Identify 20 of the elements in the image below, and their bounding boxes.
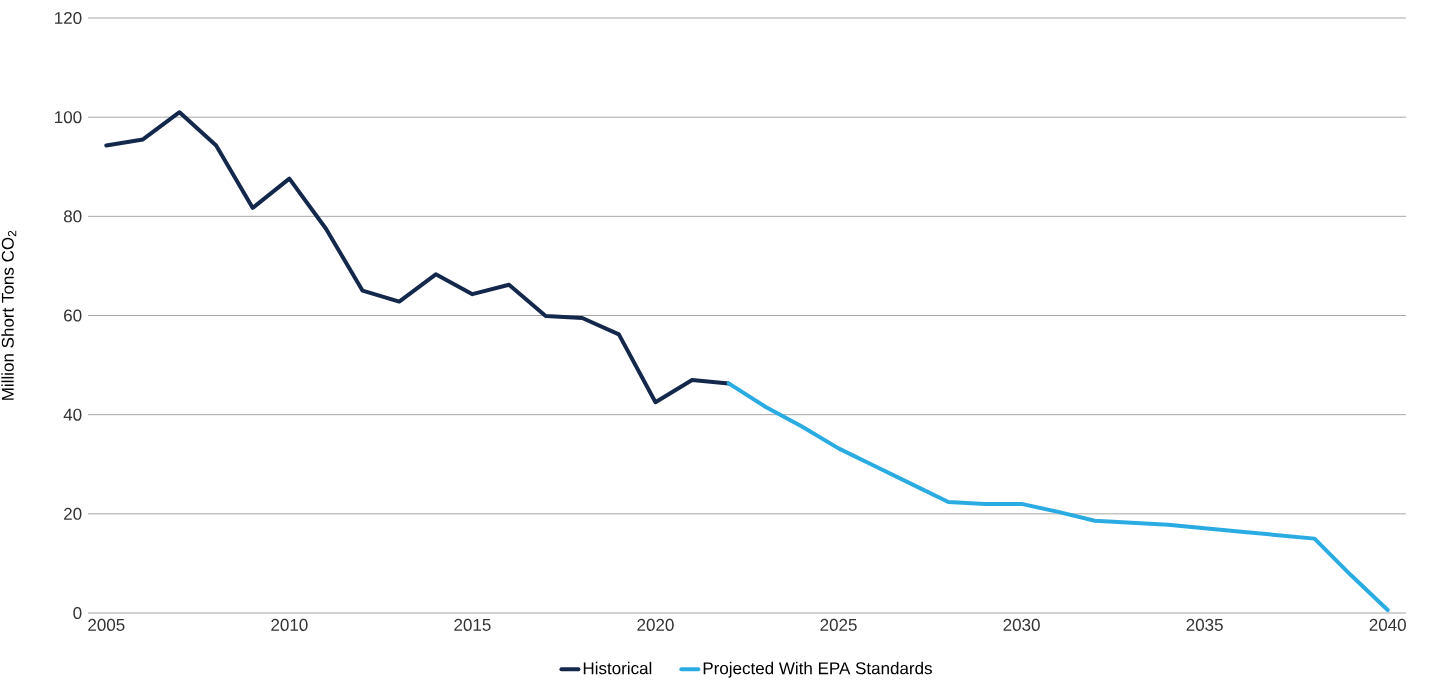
legend-label: Historical [583,661,652,675]
x-tick-label: 2005 [88,618,125,631]
y-tick-label: 60 [64,309,82,322]
line-series [104,110,731,405]
x-tick-label: 2030 [1003,618,1040,631]
line-series [726,381,1390,613]
y-tick-label: 120 [55,11,82,25]
y-tick-label: 80 [63,210,82,223]
x-tick-label: 2020 [637,618,674,631]
x-tick-label: 2015 [454,618,491,631]
y-tick-label: 20 [64,507,82,520]
x-tick-label: 2010 [271,618,308,631]
x-tick-label: 2040 [1369,618,1406,631]
y-tick-label: 0 [73,606,82,620]
y-tick-label: 40 [63,408,82,421]
legend-label: Projected With EPA Standards [703,661,932,678]
y-axis-title: Million Short Tons CO$_{2}$ [1,230,17,400]
y-tick-label: 100 [55,111,82,124]
x-tick-label: 2025 [820,618,857,631]
x-tick-label: 2035 [1186,618,1223,631]
